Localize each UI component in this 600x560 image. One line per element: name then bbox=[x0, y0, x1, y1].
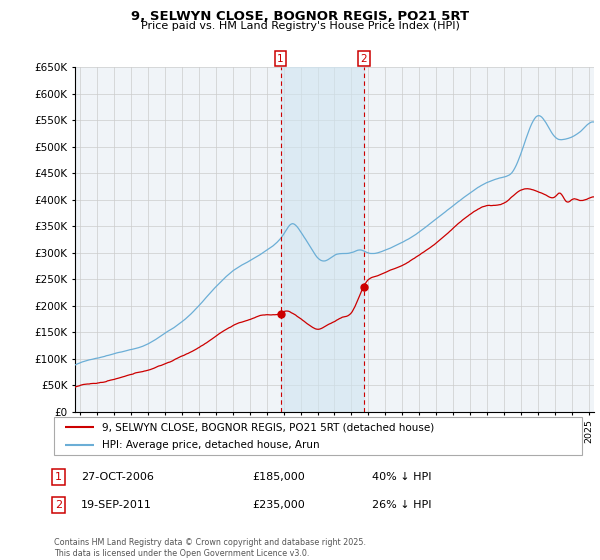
Text: 40% ↓ HPI: 40% ↓ HPI bbox=[372, 472, 431, 482]
Text: 2: 2 bbox=[361, 54, 367, 64]
Text: £185,000: £185,000 bbox=[252, 472, 305, 482]
Text: £235,000: £235,000 bbox=[252, 500, 305, 510]
Text: 26% ↓ HPI: 26% ↓ HPI bbox=[372, 500, 431, 510]
Text: 1: 1 bbox=[55, 472, 62, 482]
Text: 19-SEP-2011: 19-SEP-2011 bbox=[81, 500, 152, 510]
Text: HPI: Average price, detached house, Arun: HPI: Average price, detached house, Arun bbox=[101, 440, 319, 450]
Text: Contains HM Land Registry data © Crown copyright and database right 2025.
This d: Contains HM Land Registry data © Crown c… bbox=[54, 538, 366, 558]
Text: 9, SELWYN CLOSE, BOGNOR REGIS, PO21 5RT: 9, SELWYN CLOSE, BOGNOR REGIS, PO21 5RT bbox=[131, 10, 469, 23]
Text: 9, SELWYN CLOSE, BOGNOR REGIS, PO21 5RT (detached house): 9, SELWYN CLOSE, BOGNOR REGIS, PO21 5RT … bbox=[101, 422, 434, 432]
Text: 27-OCT-2006: 27-OCT-2006 bbox=[81, 472, 154, 482]
Bar bbox=[281, 67, 364, 412]
Text: 2: 2 bbox=[55, 500, 62, 510]
Text: 1: 1 bbox=[277, 54, 284, 64]
Text: Price paid vs. HM Land Registry's House Price Index (HPI): Price paid vs. HM Land Registry's House … bbox=[140, 21, 460, 31]
